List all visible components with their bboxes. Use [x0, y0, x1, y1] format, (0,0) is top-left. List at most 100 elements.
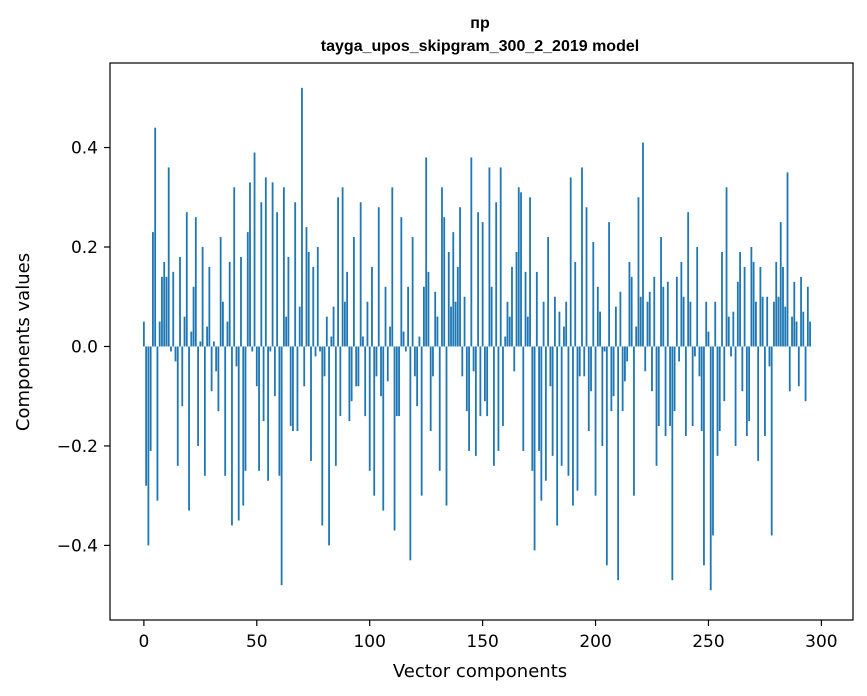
bar-106 [382, 346, 385, 511]
bar-21 [190, 331, 193, 347]
bar-241 [687, 212, 690, 347]
bar-278 [770, 346, 773, 536]
bar-95 [357, 346, 360, 387]
bar-283 [782, 266, 784, 347]
bar-54 [264, 177, 267, 347]
bar-98 [364, 346, 367, 417]
bar-152 [486, 346, 489, 417]
bar-151 [483, 346, 486, 402]
bar-251 [709, 346, 712, 591]
bar-275 [764, 346, 766, 436]
bar-159 [502, 346, 504, 427]
bar-140 [459, 207, 461, 347]
bar-269 [750, 247, 753, 347]
bar-191 [574, 261, 577, 347]
bar-290 [797, 346, 800, 387]
bar-291 [800, 276, 802, 347]
y-tick-label: −0.2 [57, 437, 98, 457]
bar-4 [152, 232, 154, 347]
bar-209 [614, 306, 617, 347]
bar-273 [759, 266, 762, 347]
bar-248 [703, 346, 705, 566]
bar-25 [199, 341, 202, 347]
bar-200 [594, 346, 597, 496]
bar-221 [642, 142, 644, 347]
bar-256 [721, 251, 723, 347]
bar-70 [301, 87, 303, 347]
bar-155 [493, 346, 495, 466]
bar-160 [504, 336, 507, 347]
bar-137 [452, 232, 455, 347]
bar-287 [791, 316, 793, 347]
bar-201 [596, 286, 599, 347]
bar-171 [529, 197, 531, 347]
bar-11 [167, 167, 170, 347]
bar-101 [371, 266, 373, 347]
bar-124 [423, 286, 425, 347]
bar-63 [285, 316, 288, 347]
bars-group [142, 87, 811, 591]
bar-58 [273, 346, 276, 397]
bar-255 [718, 346, 721, 432]
bar-117 [407, 286, 410, 347]
bar-246 [698, 346, 701, 377]
bar-165 [515, 251, 518, 347]
bar-18 [183, 316, 186, 347]
bar-179 [547, 237, 550, 347]
bar-12 [170, 346, 172, 352]
bar-92 [350, 346, 353, 402]
x-tick-label: 50 [246, 632, 268, 652]
bar-238 [680, 261, 683, 347]
bar-203 [601, 346, 604, 446]
bar-284 [784, 306, 787, 347]
bar-41 [235, 346, 238, 367]
bar-80 [323, 346, 326, 377]
bar-170 [526, 316, 529, 347]
bar-234 [671, 346, 674, 581]
bar-195 [583, 346, 586, 377]
bar-250 [707, 331, 710, 347]
bar-118 [409, 346, 412, 561]
x-tick-label: 300 [805, 632, 837, 652]
bar-143 [465, 346, 468, 412]
bar-279 [773, 301, 775, 347]
bar-213 [624, 346, 626, 382]
bar-38 [228, 261, 231, 347]
bar-223 [646, 301, 649, 347]
bar-193 [578, 346, 581, 377]
bar-81 [325, 316, 328, 347]
bar-86 [337, 197, 339, 347]
bar-178 [544, 346, 547, 481]
bar-161 [506, 301, 509, 347]
bar-43 [240, 256, 242, 347]
bar-146 [472, 346, 475, 372]
bar-119 [411, 237, 414, 347]
bar-150 [481, 222, 484, 347]
bar-60 [278, 346, 281, 476]
bar-56 [269, 346, 272, 352]
x-tick-label: 150 [466, 632, 498, 652]
bar-67 [294, 202, 297, 347]
bar-243 [691, 346, 694, 427]
bar-274 [761, 296, 764, 347]
bar-72 [305, 227, 308, 347]
bar-15 [176, 346, 179, 466]
bar-46 [246, 232, 249, 347]
bar-104 [377, 207, 380, 347]
bar-71 [303, 346, 306, 387]
bar-186 [563, 326, 565, 347]
bar-2 [147, 346, 150, 546]
bar-289 [795, 321, 798, 347]
bar-79 [321, 346, 324, 526]
bar-135 [447, 251, 450, 347]
bar-280 [775, 261, 778, 347]
bar-74 [310, 346, 312, 461]
bar-240 [684, 346, 687, 436]
bar-210 [617, 346, 620, 581]
bar-245 [696, 247, 699, 347]
bar-225 [651, 346, 653, 392]
bar-182 [553, 296, 556, 347]
bar-50 [255, 346, 258, 387]
bar-134 [445, 346, 448, 506]
y-tick-label: 0.2 [71, 238, 98, 258]
